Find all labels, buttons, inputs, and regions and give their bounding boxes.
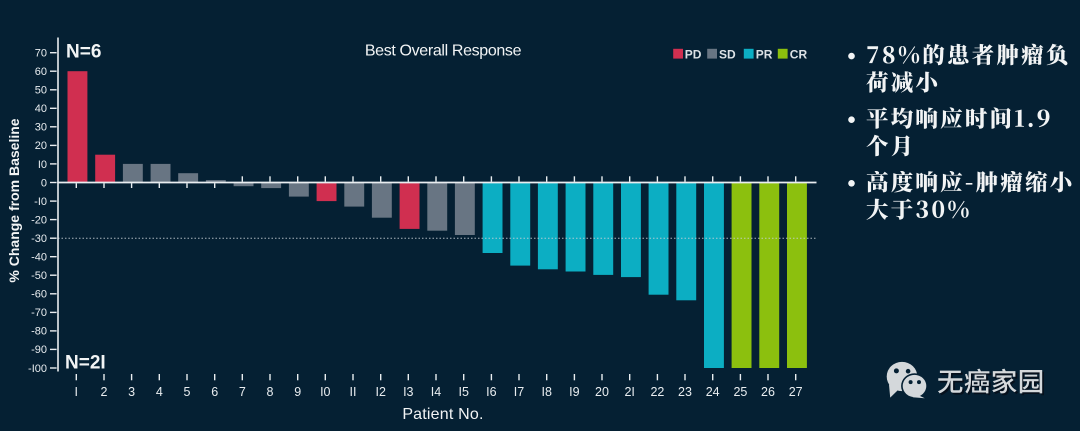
svg-text:9: 9 (294, 385, 301, 399)
svg-text:-60: -60 (31, 289, 47, 301)
svg-text:20: 20 (595, 385, 609, 399)
svg-text:70: 70 (35, 48, 47, 60)
svg-text:CR: CR (790, 48, 808, 62)
svg-text:0: 0 (41, 177, 47, 189)
svg-text:-30: -30 (31, 233, 47, 245)
svg-text:I4: I4 (431, 385, 441, 399)
svg-text:I0: I0 (320, 385, 330, 399)
svg-text:20: 20 (35, 140, 47, 152)
svg-text:-80: -80 (31, 326, 47, 338)
svg-text:24: 24 (706, 385, 720, 399)
svg-text:50: 50 (35, 85, 47, 97)
svg-text:SD: SD (719, 48, 736, 62)
svg-text:-20: -20 (31, 214, 47, 226)
svg-text:I0: I0 (38, 159, 47, 171)
svg-text:40: 40 (35, 103, 47, 115)
svg-text:26: 26 (761, 385, 775, 399)
svg-text:7: 7 (239, 385, 246, 399)
svg-text:25: 25 (733, 385, 747, 399)
svg-text:6: 6 (211, 385, 218, 399)
svg-text:I8: I8 (541, 385, 551, 399)
svg-text:II: II (350, 385, 357, 399)
svg-text:8: 8 (267, 385, 274, 399)
svg-text:4: 4 (156, 385, 163, 399)
svg-text:I3: I3 (403, 385, 413, 399)
svg-text:PD: PD (685, 48, 702, 62)
svg-text:27: 27 (789, 385, 803, 399)
svg-text:60: 60 (35, 66, 47, 78)
svg-text:PR: PR (756, 48, 773, 62)
svg-text:N=6: N=6 (66, 42, 101, 63)
svg-text:23: 23 (678, 385, 692, 399)
svg-text:-50: -50 (31, 270, 47, 282)
svg-text:% Change from Baseline: % Change from Baseline (6, 118, 22, 282)
svg-text:2: 2 (101, 385, 108, 399)
svg-text:30: 30 (35, 122, 47, 134)
svg-text:I7: I7 (514, 385, 524, 399)
svg-text:-40: -40 (31, 252, 47, 264)
svg-text:-90: -90 (31, 344, 47, 356)
svg-text:I9: I9 (569, 385, 579, 399)
svg-text:I2: I2 (375, 385, 385, 399)
svg-text:I5: I5 (458, 385, 468, 399)
svg-text:-I0: -I0 (34, 196, 47, 208)
svg-text:N=2I: N=2I (65, 353, 106, 374)
svg-text:Best Overall Response: Best Overall Response (365, 43, 522, 60)
svg-text:-70: -70 (31, 307, 47, 319)
svg-text:-I00: -I00 (28, 363, 47, 375)
svg-text:22: 22 (650, 385, 664, 399)
svg-text:I: I (75, 385, 78, 399)
svg-text:3: 3 (128, 385, 135, 399)
svg-text:I6: I6 (486, 385, 496, 399)
svg-text:Patient No.: Patient No. (402, 406, 483, 423)
svg-text:2I: 2I (624, 385, 634, 399)
svg-text:5: 5 (184, 385, 191, 399)
